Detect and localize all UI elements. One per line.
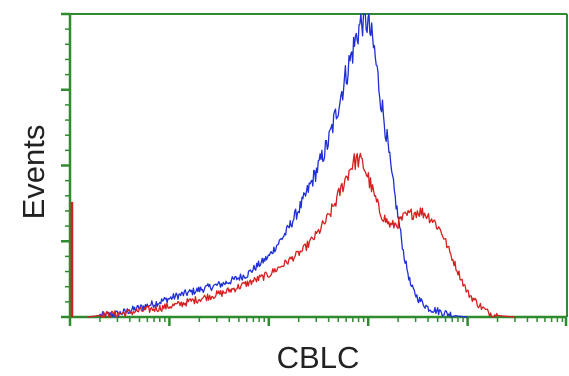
series-layer — [70, 13, 516, 318]
y-axis-label: Events — [16, 125, 51, 220]
x-axis-label: CBLC — [277, 340, 360, 375]
plot-frame — [68, 13, 568, 319]
series-line-2 — [87, 152, 516, 318]
series-line-1 — [87, 13, 468, 318]
axis-ticks — [61, 12, 568, 326]
